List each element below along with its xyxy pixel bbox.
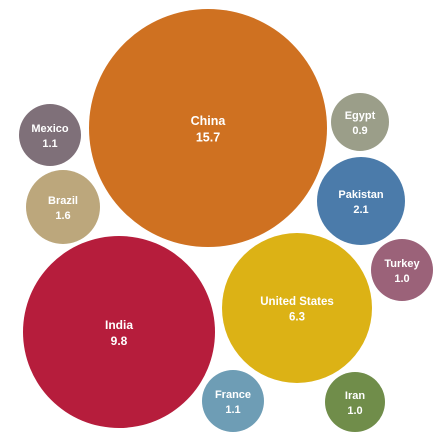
bubble-label-pakistan: Pakistan	[338, 189, 384, 201]
bubble-label-mexico: Mexico	[31, 123, 69, 135]
bubble-label-india: India	[105, 318, 133, 332]
bubble-value-brazil: 1.6	[55, 210, 70, 222]
bubble-circle-egypt	[331, 93, 389, 151]
bubble-label-brazil: Brazil	[48, 195, 78, 207]
bubble-egypt: Egypt 0.9	[331, 93, 389, 151]
bubble-india: India 9.8	[23, 236, 215, 428]
bubble-china: China 15.7	[89, 9, 327, 247]
bubble-label-france: France	[215, 389, 251, 401]
bubble-label-turkey: Turkey	[384, 258, 420, 270]
bubble-turkey: Turkey 1.0	[371, 239, 433, 301]
bubble-circle-iran	[325, 372, 385, 432]
bubble-circle-united-states	[222, 233, 372, 383]
bubble-circle-china	[89, 9, 327, 247]
bubble-label-egypt: Egypt	[345, 110, 376, 122]
bubble-value-france: 1.1	[225, 404, 240, 416]
bubble-label-china: China	[191, 114, 227, 128]
bubble-value-iran: 1.0	[347, 405, 362, 417]
bubble-united-states: United States 6.3	[222, 233, 372, 383]
bubble-value-china: 15.7	[196, 131, 220, 145]
bubble-value-mexico: 1.1	[42, 138, 57, 150]
bubble-value-united-states: 6.3	[289, 312, 305, 324]
bubble-value-turkey: 1.0	[394, 273, 409, 285]
bubble-france: France 1.1	[202, 370, 264, 432]
bubble-circle-pakistan	[317, 157, 405, 245]
bubble-circle-mexico	[19, 104, 81, 166]
bubble-pakistan: Pakistan 2.1	[317, 157, 405, 245]
bubble-circle-france	[202, 370, 264, 432]
bubble-mexico: Mexico 1.1	[19, 104, 81, 166]
bubble-brazil: Brazil 1.6	[26, 170, 100, 244]
bubble-circle-turkey	[371, 239, 433, 301]
bubble-label-united-states: United States	[260, 296, 334, 308]
bubble-circle-india	[23, 236, 215, 428]
bubble-value-egypt: 0.9	[352, 125, 367, 137]
bubble-value-pakistan: 2.1	[353, 204, 368, 216]
bubble-iran: Iran 1.0	[325, 372, 385, 432]
bubble-label-iran: Iran	[345, 390, 365, 402]
bubble-value-india: 9.8	[111, 334, 128, 348]
bubble-circle-brazil	[26, 170, 100, 244]
